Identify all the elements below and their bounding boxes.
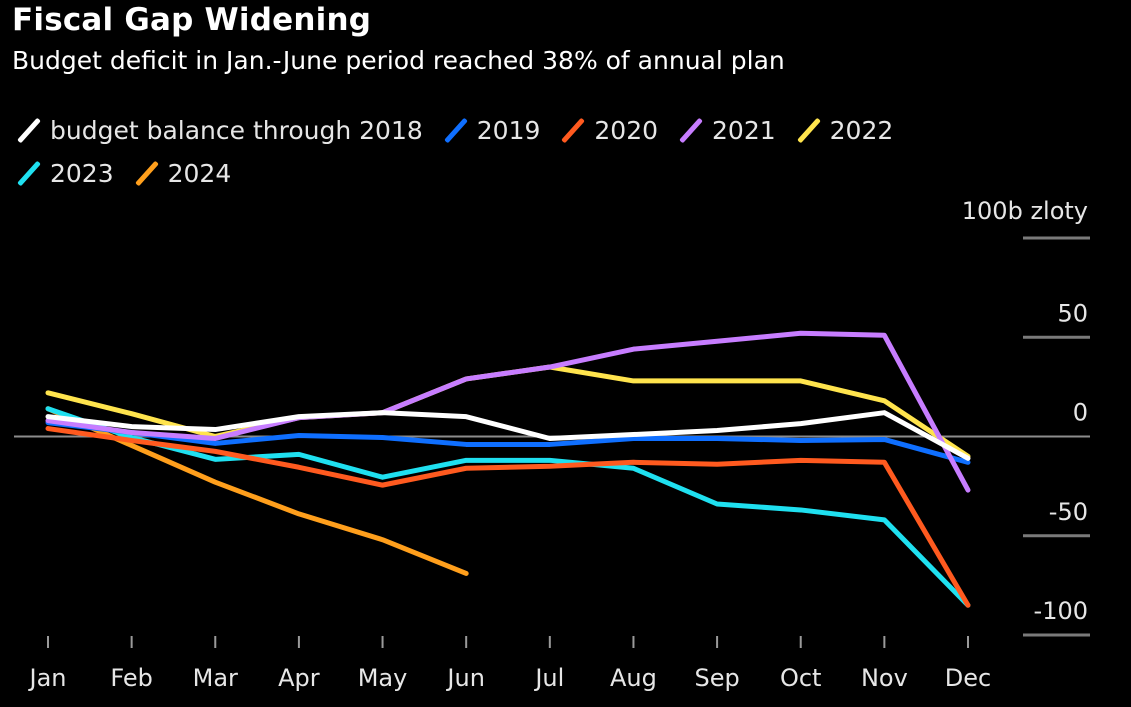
y-axis-unit-label: 100b zloty	[962, 197, 1088, 225]
legend-label: 2024	[167, 159, 232, 188]
x-tick-label: Apr	[278, 664, 320, 692]
y-tick-label: 50	[1057, 299, 1088, 327]
legend-label: 2022	[829, 116, 894, 145]
x-tick-label: Mar	[193, 664, 238, 692]
y-tick-label: -50	[1049, 498, 1088, 526]
x-tick-label: Jan	[28, 664, 67, 692]
legend-item: budget balance through 2018	[14, 112, 423, 149]
legend-item: 2023	[14, 155, 114, 192]
x-tick-label: Oct	[780, 664, 822, 692]
legend-label: 2021	[712, 116, 776, 145]
legend-label: 2023	[50, 159, 114, 188]
legend-item: 2020	[558, 112, 658, 149]
chart-title: Fiscal Gap Widening	[12, 2, 372, 38]
x-tick-label: Jul	[533, 664, 564, 692]
y-tick-label: -100	[1034, 597, 1088, 625]
legend-label: budget balance through 2018	[50, 116, 423, 145]
legend: budget balance through 2018 2019 2020 2021 2…	[14, 106, 1014, 192]
chart-subtitle: Budget deficit in Jan.-June period reach…	[12, 46, 785, 75]
x-tick-label: Dec	[945, 664, 991, 692]
series-line-2021	[45, 330, 971, 493]
legend-item: 2019	[441, 112, 541, 149]
series-lines	[45, 330, 971, 608]
series-line-2023	[45, 406, 971, 608]
x-tick-label: Aug	[610, 664, 657, 692]
x-tick-label: Feb	[110, 664, 153, 692]
x-axis: Jan Feb Mar Apr May Jun Jul Aug Sep Oct Nov Dec	[28, 636, 991, 692]
series-line-2020	[45, 426, 971, 608]
series-line-2019	[45, 420, 971, 465]
series-line-2024	[45, 406, 469, 576]
legend-item: 2021	[676, 112, 776, 149]
legend-label: 2020	[594, 116, 659, 145]
legend-item: 2022	[794, 112, 894, 149]
x-tick-label: Sep	[694, 664, 739, 692]
x-tick-label: Nov	[861, 664, 908, 692]
y-tick-label: 0	[1073, 399, 1088, 427]
x-tick-label: May	[358, 664, 408, 692]
legend-item: 2024	[132, 155, 232, 192]
series-line-budget-balance-through-2018	[45, 410, 971, 461]
x-tick-label: Jun	[445, 664, 485, 692]
legend-label: 2019	[476, 116, 541, 145]
